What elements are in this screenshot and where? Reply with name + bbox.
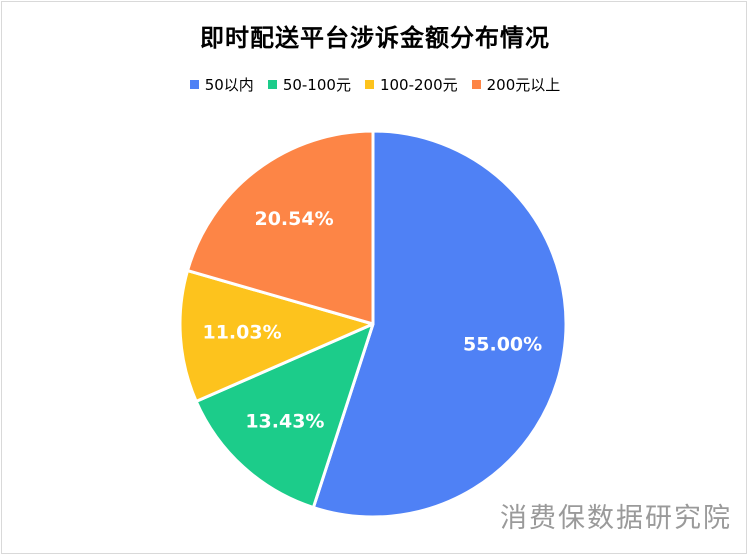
data-label-1: 55.00%: [463, 334, 542, 356]
pie-slice-2: [194, 322, 375, 510]
legend-label: 100-200元: [379, 76, 458, 94]
pie-slice-1: [311, 129, 568, 519]
legend-swatch: [189, 80, 199, 89]
chart-title: 即时配送平台涉诉金额分布情况: [200, 24, 550, 52]
data-label-2: 13.43%: [245, 410, 324, 432]
legend-label: 50-100元: [282, 76, 351, 94]
pie-slice-4: [186, 129, 375, 326]
legend-item: 100-200元: [364, 74, 458, 95]
legend-item: 50以内: [189, 74, 254, 95]
data-label-3: 11.03%: [202, 322, 281, 344]
pie-slice-3: [178, 269, 375, 403]
legend-item: 200元以上: [471, 74, 561, 95]
legend-swatch: [267, 80, 277, 89]
chart-legend: 50以内 50-100元 100-200元 200元以上: [0, 74, 750, 95]
data-label-4: 20.54%: [254, 208, 333, 230]
legend-label: 50以内: [204, 76, 254, 94]
watermark-text: 消费保数据研究院: [500, 503, 732, 534]
legend-swatch: [471, 80, 481, 89]
legend-swatch: [364, 80, 374, 89]
legend-item: 50-100元: [267, 74, 351, 95]
legend-label: 200元以上: [486, 76, 561, 94]
